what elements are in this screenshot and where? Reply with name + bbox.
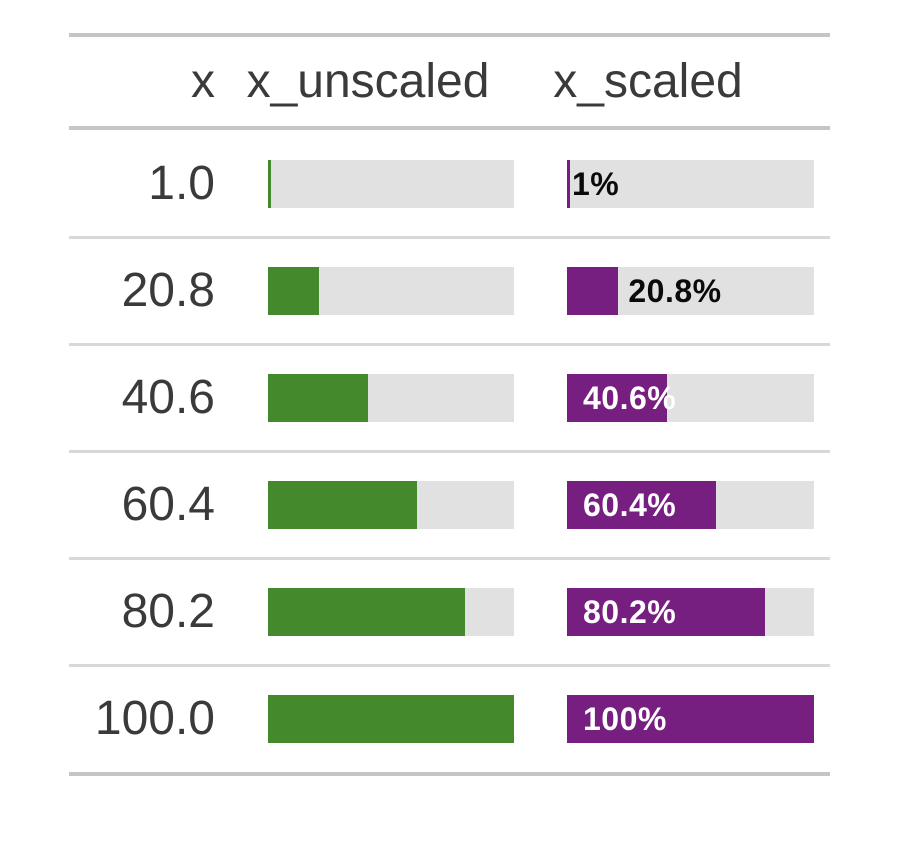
- unscaled-bar-fill: [268, 159, 271, 208]
- scaled-bar-label: 100%: [583, 700, 667, 737]
- scaled-bar-label: 1%: [572, 165, 620, 202]
- scaled-bar-fill: [567, 480, 717, 529]
- unscaled-bar-track: [268, 159, 514, 208]
- x-value: 20.8: [121, 264, 215, 317]
- scaled-bar-track: 1%: [567, 159, 814, 208]
- unscaled-bar-cell: [268, 373, 514, 422]
- table-row: 80.2 80.2%: [0, 557, 920, 665]
- x-value: 80.2: [121, 585, 215, 638]
- scaled-bar-fill: [567, 587, 766, 636]
- table-row: 20.8 20.8%: [0, 236, 920, 344]
- unscaled-bar-track: [268, 480, 514, 529]
- scaled-bar-cell: 60.4%: [567, 480, 814, 529]
- scaled-bar-fill: [567, 266, 619, 315]
- scaled-bar-track: 100%: [567, 694, 814, 743]
- scaled-bar-label: 20.8%: [628, 272, 722, 309]
- column-header-x-scaled: x_scaled: [553, 55, 743, 108]
- unscaled-bar-cell: [268, 266, 514, 315]
- table-header: x x_unscaled x_scaled: [0, 37, 920, 126]
- x-value: 60.4: [121, 478, 215, 531]
- row-separator: [69, 557, 830, 560]
- scaled-bar-track: 60.4%: [567, 480, 814, 529]
- top-rule: [69, 33, 830, 37]
- table-row: 1.0 1%: [0, 130, 920, 237]
- scaled-bar-cell: 100%: [567, 694, 814, 743]
- row-separator: [69, 343, 830, 346]
- table-row: 40.6 40.6%: [0, 343, 920, 451]
- x-value: 100.0: [94, 692, 215, 745]
- table-body: 1.0 1% 20.8 20.8% 40: [0, 130, 920, 772]
- unscaled-bar-fill: [268, 373, 368, 422]
- unscaled-bar-fill: [268, 266, 320, 315]
- unscaled-bar-cell: [268, 694, 514, 743]
- scaled-bar-cell: 40.6%: [567, 373, 814, 422]
- scaled-bar-cell: 20.8%: [567, 266, 814, 315]
- row-separator: [69, 236, 830, 239]
- unscaled-bar-track: [268, 266, 514, 315]
- table-row: 100.0 100%: [0, 664, 920, 772]
- unscaled-bar-cell: [268, 159, 514, 208]
- header-rule: [69, 126, 830, 130]
- unscaled-bar-track: [268, 694, 514, 743]
- unscaled-bar-fill: [268, 694, 514, 743]
- unscaled-bar-fill: [268, 480, 417, 529]
- column-header-x: x: [191, 55, 215, 108]
- scaled-bar-track: 20.8%: [567, 266, 814, 315]
- unscaled-bar-track: [268, 587, 514, 636]
- x-value: 1.0: [148, 157, 215, 210]
- unscaled-bar-fill: [268, 587, 466, 636]
- scaled-bar-label: 80.2%: [583, 593, 677, 630]
- scaled-bar-cell: 1%: [567, 159, 814, 208]
- scaled-bar-track: 40.6%: [567, 373, 814, 422]
- scaled-bar-cell: 80.2%: [567, 587, 814, 636]
- column-header-x-unscaled: x_unscaled: [246, 55, 490, 108]
- unscaled-bar-cell: [268, 587, 514, 636]
- scaled-bar-fill: [567, 159, 570, 208]
- unscaled-bar-cell: [268, 480, 514, 529]
- scaled-bar-label: 40.6%: [583, 379, 677, 416]
- table-row: 60.4 60.4%: [0, 450, 920, 558]
- row-separator: [69, 450, 830, 453]
- scaled-bar-fill: [567, 373, 668, 422]
- scaled-bar-track: 80.2%: [567, 587, 814, 636]
- bottom-rule: [69, 772, 830, 776]
- x-value: 40.6: [121, 371, 215, 424]
- unscaled-bar-track: [268, 373, 514, 422]
- row-separator: [69, 664, 830, 667]
- scaled-bar-label: 60.4%: [583, 486, 677, 523]
- scaled-bar-fill: [567, 694, 814, 743]
